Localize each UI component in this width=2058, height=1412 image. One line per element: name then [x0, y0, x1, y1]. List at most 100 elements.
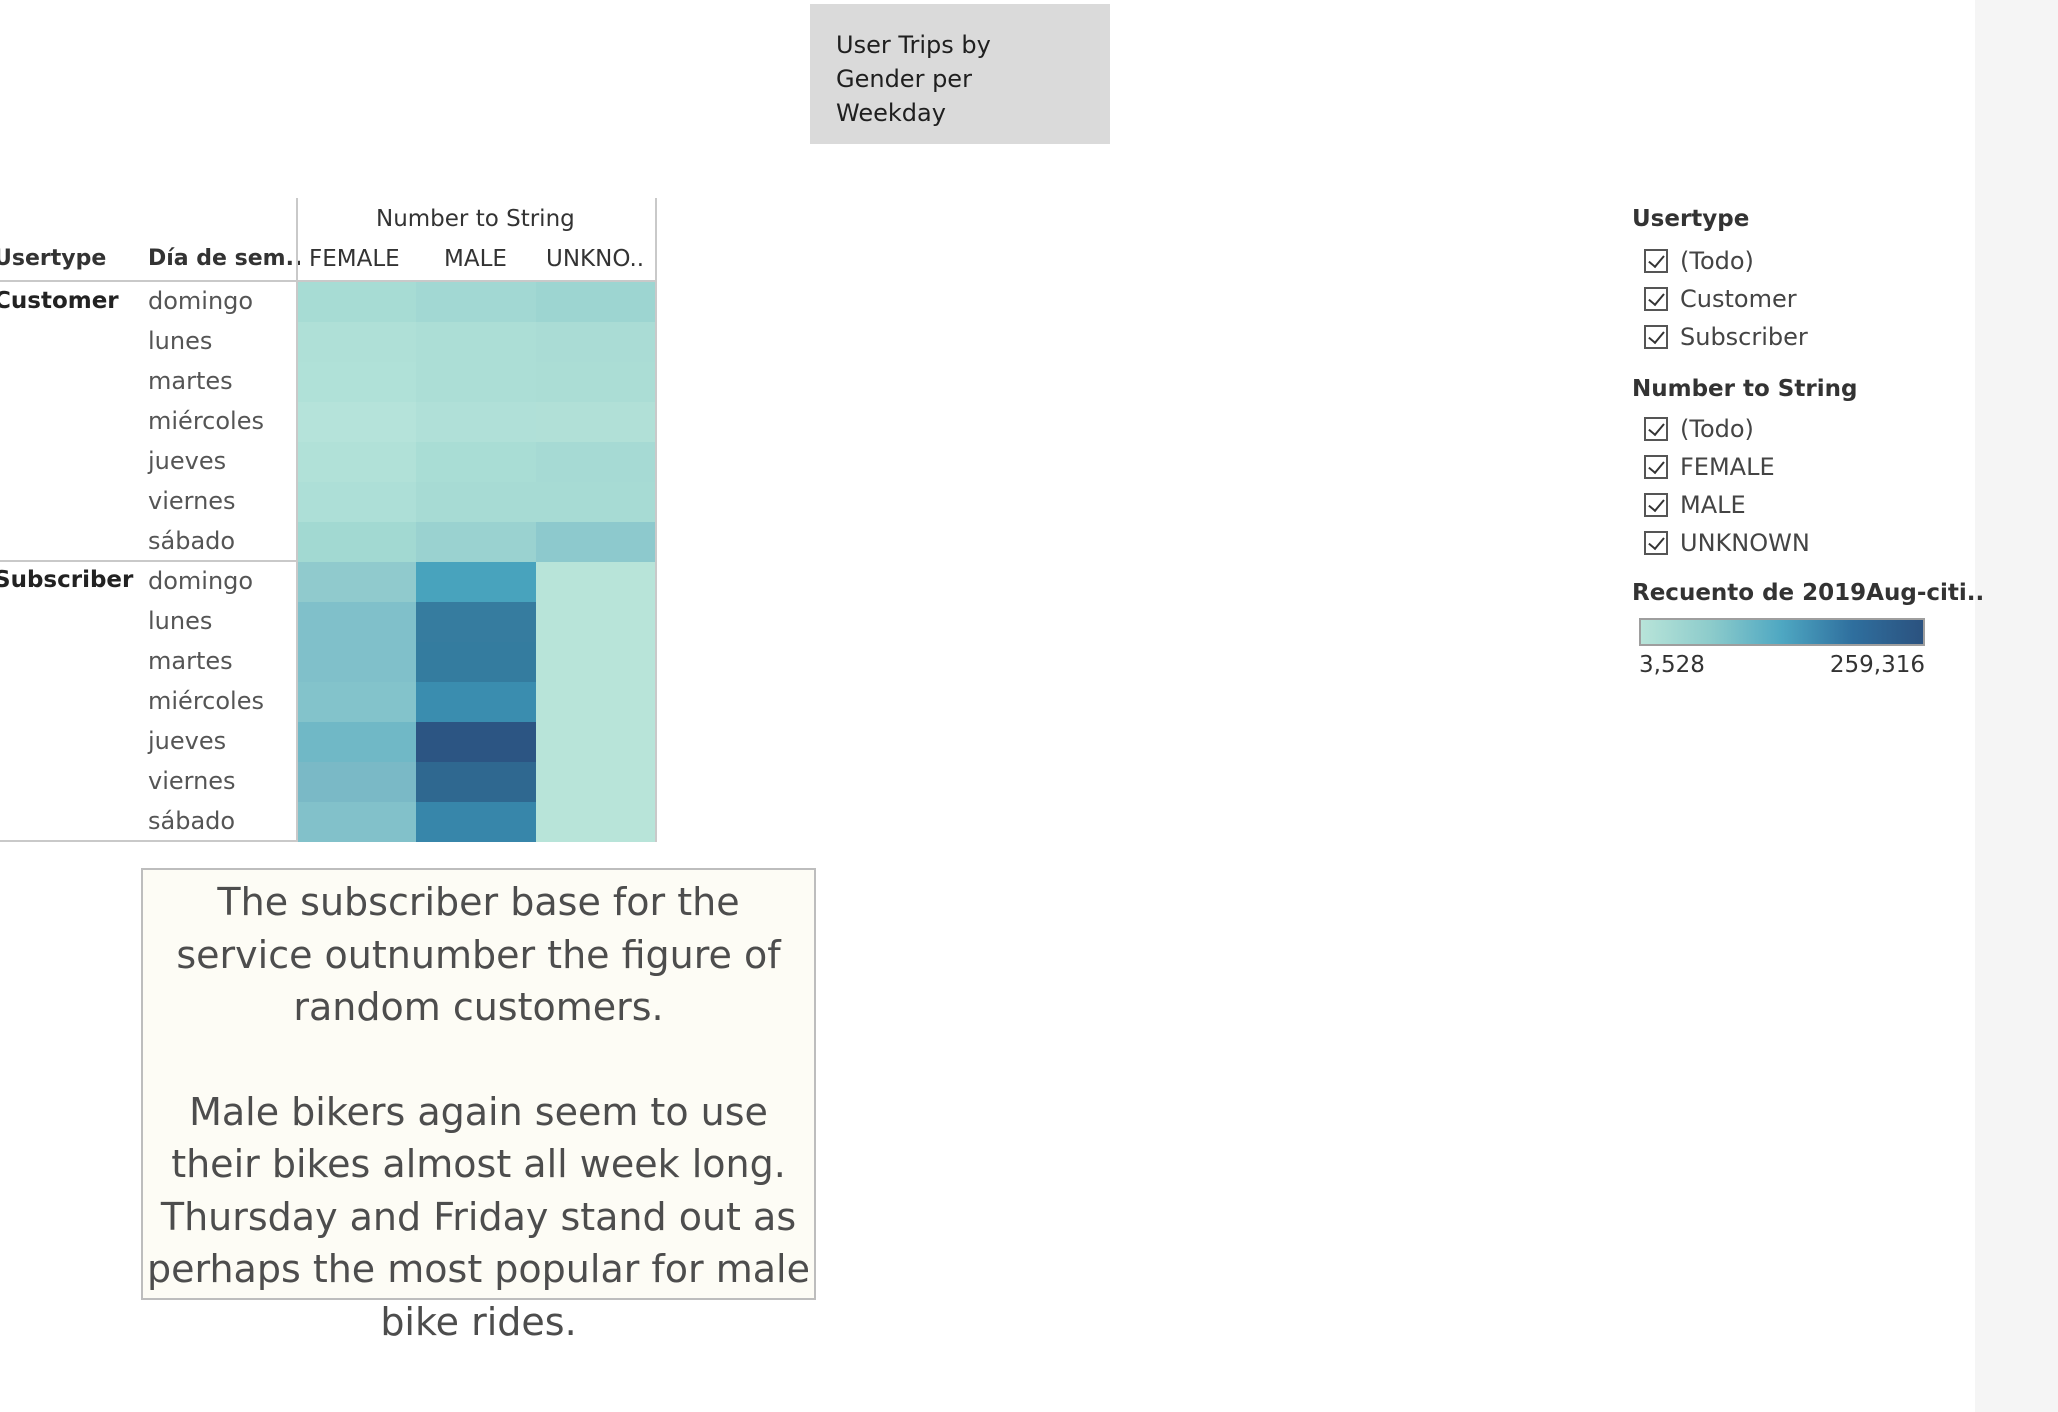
heatmap-cell[interactable]: [298, 562, 416, 602]
option-label: (Todo): [1680, 247, 1754, 275]
heatmap-cell[interactable]: [416, 482, 536, 522]
row-header-usertype: Usertype: [0, 246, 107, 271]
option-label: (Todo): [1680, 415, 1754, 443]
heatmap-cell[interactable]: [416, 562, 536, 602]
heatmap-cell[interactable]: [298, 682, 416, 722]
heatmap-cell[interactable]: [416, 442, 536, 482]
heatmap-cell[interactable]: [536, 282, 655, 322]
weekday-label: domingo: [148, 567, 254, 595]
checkbox-checked-icon[interactable]: [1644, 287, 1668, 311]
caption-paragraph-2: Male bikers again seem to use their bike…: [147, 1089, 810, 1344]
heatmap-cell[interactable]: [536, 602, 655, 642]
weekday-label: sábado: [148, 527, 236, 555]
weekday-label: martes: [148, 367, 233, 395]
option-label: FEMALE: [1680, 453, 1775, 481]
weekday-label: jueves: [148, 727, 227, 755]
option-label: UNKNOWN: [1680, 529, 1810, 557]
option-label: Customer: [1680, 285, 1797, 313]
header-divider-left: [296, 198, 298, 842]
crosstab-heatmap: Number to String Usertype Día de sem.. F…: [0, 198, 660, 842]
heatmap-cell[interactable]: [298, 642, 416, 682]
checkbox-checked-icon[interactable]: [1644, 531, 1668, 555]
heatmap-cell[interactable]: [416, 642, 536, 682]
heatmap-cell[interactable]: [536, 522, 655, 562]
gender-option-unknown[interactable]: UNKNOWN: [1632, 524, 1962, 562]
heatmap-cell[interactable]: [536, 322, 655, 362]
heatmap-cell[interactable]: [416, 722, 536, 762]
heatmap-cell[interactable]: [298, 762, 416, 802]
heatmap-cell[interactable]: [536, 442, 655, 482]
dashboard-title: User Trips by Gender per Weekday: [810, 4, 1110, 144]
option-label: MALE: [1680, 491, 1746, 519]
header-underline: [0, 280, 657, 282]
heatmap-cell[interactable]: [536, 402, 655, 442]
weekday-label: domingo: [148, 287, 254, 315]
checkbox-checked-icon[interactable]: [1644, 325, 1668, 349]
heatmap-cell[interactable]: [298, 522, 416, 562]
group-label-subscriber: Subscriber: [0, 567, 134, 593]
heatmap-cell[interactable]: [536, 802, 655, 842]
column-header-unknown: UNKNO..: [546, 246, 645, 272]
weekday-label: miércoles: [148, 407, 264, 435]
weekday-label: jueves: [148, 447, 227, 475]
checkbox-checked-icon[interactable]: [1644, 493, 1668, 517]
heatmap-cell[interactable]: [298, 722, 416, 762]
checkbox-checked-icon[interactable]: [1644, 455, 1668, 479]
heatmap-cell[interactable]: [536, 562, 655, 602]
heatmap-cell[interactable]: [536, 642, 655, 682]
usertype-option-all[interactable]: (Todo): [1632, 242, 1962, 280]
right-gutter: [1975, 0, 2058, 1412]
heatmap-cell[interactable]: [416, 762, 536, 802]
usertype-filter-title: Usertype: [1632, 206, 1750, 232]
gender-option-male[interactable]: MALE: [1632, 486, 1962, 524]
insight-caption: The subscriber base for the service outn…: [141, 868, 816, 1344]
gender-filter-title: Number to String: [1632, 376, 1858, 402]
usertype-option-customer[interactable]: Customer: [1632, 280, 1962, 318]
heatmap-cell[interactable]: [416, 802, 536, 842]
heatmap-cell[interactable]: [416, 602, 536, 642]
filters-panel: Usertype (Todo) Customer Subscriber Numb…: [1632, 206, 1985, 678]
heatmap-cell[interactable]: [298, 482, 416, 522]
caption-paragraph-1: The subscriber base for the service outn…: [176, 880, 781, 1029]
color-legend-labels: 3,528 259,316: [1639, 652, 1925, 678]
checkbox-checked-icon[interactable]: [1644, 249, 1668, 273]
heatmap-cell[interactable]: [416, 282, 536, 322]
column-header-female: FEMALE: [309, 246, 400, 272]
weekday-label: viernes: [148, 767, 236, 795]
heatmap-cell[interactable]: [298, 402, 416, 442]
color-legend-gradient: [1639, 618, 1925, 646]
heatmap-cell[interactable]: [536, 762, 655, 802]
weekday-label: miércoles: [148, 687, 264, 715]
gender-option-female[interactable]: FEMALE: [1632, 448, 1962, 486]
column-group-header: Number to String: [376, 206, 575, 232]
usertype-option-subscriber[interactable]: Subscriber: [1632, 318, 1962, 356]
heatmap-cell[interactable]: [298, 282, 416, 322]
weekday-label: viernes: [148, 487, 236, 515]
weekday-label: lunes: [148, 327, 213, 355]
heatmap-cell[interactable]: [298, 442, 416, 482]
heatmap-cell[interactable]: [416, 682, 536, 722]
heatmap-cell[interactable]: [536, 722, 655, 762]
heatmap-cell[interactable]: [416, 322, 536, 362]
column-header-male: MALE: [444, 246, 507, 272]
heatmap-cell[interactable]: [536, 482, 655, 522]
color-legend-min: 3,528: [1639, 652, 1705, 678]
color-legend-max: 259,316: [1829, 652, 1925, 678]
checkbox-checked-icon[interactable]: [1644, 417, 1668, 441]
heatmap-cell[interactable]: [416, 362, 536, 402]
heatmap-cell[interactable]: [298, 322, 416, 362]
header-divider-right: [655, 198, 657, 842]
gender-option-all[interactable]: (Todo): [1632, 410, 1962, 448]
heatmap-cell[interactable]: [416, 402, 536, 442]
heatmap-cell[interactable]: [298, 602, 416, 642]
group-label-customer: Customer: [0, 288, 119, 314]
row-header-weekday: Día de sem..: [148, 246, 303, 271]
heatmap-cell[interactable]: [536, 682, 655, 722]
weekday-label: sábado: [148, 807, 236, 835]
color-legend-title: Recuento de 2019Aug-citi..: [1632, 580, 1985, 606]
option-label: Subscriber: [1680, 323, 1808, 351]
heatmap-cell[interactable]: [416, 522, 536, 562]
heatmap-cell[interactable]: [536, 362, 655, 402]
heatmap-cell[interactable]: [298, 362, 416, 402]
heatmap-cell[interactable]: [298, 802, 416, 842]
